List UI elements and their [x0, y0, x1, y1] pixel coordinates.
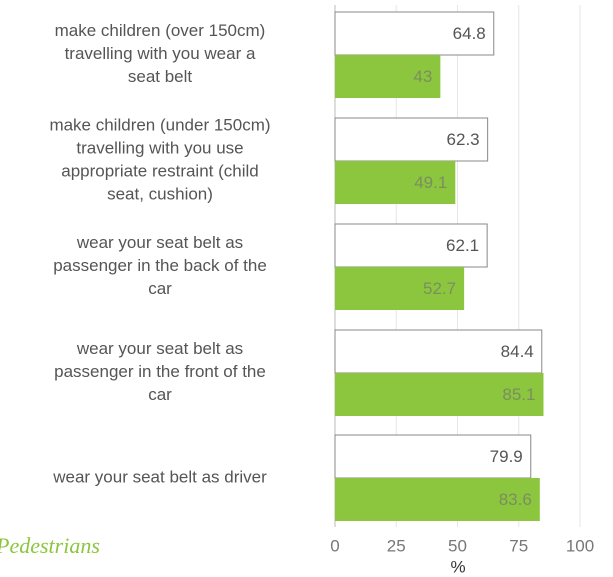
bar	[334, 329, 543, 374]
x-axis-label: %	[450, 557, 465, 576]
category-label: make children (under 150cm) travelling wi…	[49, 116, 270, 204]
value-label: 83.6	[499, 490, 532, 509]
value-label: 84.4	[501, 342, 534, 361]
bar	[334, 11, 495, 56]
bar	[335, 55, 441, 98]
bar	[335, 267, 465, 310]
x-tick-label: 50	[448, 536, 467, 555]
bar	[334, 117, 489, 162]
bar	[335, 373, 544, 416]
category-label: wear your seat belt as passenger in the f…	[54, 339, 266, 404]
bar	[335, 161, 456, 204]
category-label: wear your seat belt as passenger in the b…	[53, 233, 267, 298]
x-tick-label: 25	[387, 536, 406, 555]
x-tick-label: 100	[566, 536, 594, 555]
value-label: 62.1	[446, 236, 479, 255]
annotation: Pedestrians	[0, 533, 100, 558]
bar	[334, 223, 488, 268]
value-label: 52.7	[423, 279, 456, 298]
value-label: 85.1	[502, 385, 535, 404]
value-label: 43	[413, 67, 432, 86]
category-label: make children (over 150cm) travelling wit…	[55, 21, 266, 86]
bar	[335, 478, 540, 521]
value-label: 64.8	[453, 24, 486, 43]
value-label: 49.1	[414, 173, 447, 192]
value-label: 79.9	[490, 447, 523, 466]
category-label: wear your seat belt as driver	[52, 467, 267, 486]
bar	[334, 434, 532, 479]
x-tick-label: 0	[330, 536, 339, 555]
x-tick-label: 75	[509, 536, 528, 555]
value-label: 62.3	[447, 130, 480, 149]
